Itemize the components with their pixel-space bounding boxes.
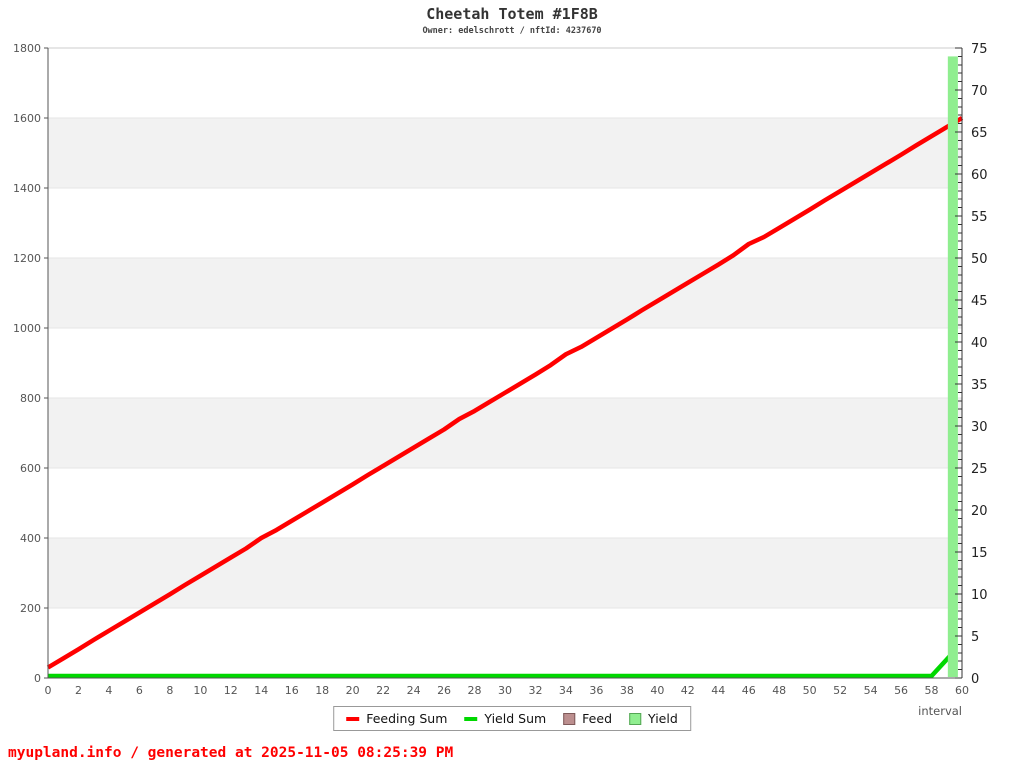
legend-label: Yield Sum (484, 711, 547, 726)
svg-text:5: 5 (971, 630, 979, 645)
legend: Feeding Sum Yield Sum Feed Yield (333, 706, 691, 731)
svg-text:42: 42 (681, 684, 695, 697)
yield-box-swatch-icon (629, 712, 642, 725)
x-axis-label: interval (918, 704, 962, 718)
svg-text:75: 75 (971, 42, 988, 57)
svg-text:56: 56 (894, 684, 908, 697)
svg-text:26: 26 (437, 684, 451, 697)
svg-text:58: 58 (925, 684, 939, 697)
footer-credit: myupland.info / generated at 2025-11-05 … (8, 745, 454, 761)
svg-text:40: 40 (650, 684, 664, 697)
svg-text:18: 18 (315, 684, 329, 697)
svg-text:50: 50 (803, 684, 817, 697)
feeding-sum-line-swatch-icon (346, 716, 360, 721)
svg-text:14: 14 (254, 684, 268, 697)
svg-text:0: 0 (971, 672, 979, 687)
legend-item-feeding-sum: Feeding Sum (346, 711, 447, 726)
svg-text:38: 38 (620, 684, 634, 697)
svg-text:22: 22 (376, 684, 390, 697)
svg-text:60: 60 (955, 684, 969, 697)
svg-text:54: 54 (864, 684, 878, 697)
svg-text:16: 16 (285, 684, 299, 697)
legend-item-yield-sum: Yield Sum (464, 711, 546, 726)
legend-label: Feeding Sum (366, 711, 448, 726)
page-title: Cheetah Totem #1F8B (426, 5, 598, 23)
legend-label: Yield (648, 711, 678, 726)
legend-item-yield: Yield (629, 711, 678, 726)
svg-text:32: 32 (528, 684, 542, 697)
svg-text:10: 10 (971, 588, 988, 603)
svg-text:10: 10 (193, 684, 207, 697)
svg-text:40: 40 (971, 336, 988, 351)
svg-text:70: 70 (971, 84, 988, 99)
svg-text:0: 0 (34, 672, 41, 685)
svg-text:8: 8 (166, 684, 173, 697)
legend-item-feed: Feed (563, 711, 612, 726)
svg-text:800: 800 (20, 392, 41, 405)
svg-text:45: 45 (971, 294, 988, 309)
svg-text:12: 12 (224, 684, 238, 697)
svg-text:55: 55 (971, 210, 988, 225)
svg-text:1000: 1000 (13, 322, 41, 335)
svg-text:35: 35 (971, 378, 988, 393)
svg-text:36: 36 (589, 684, 603, 697)
svg-text:1600: 1600 (13, 112, 41, 125)
svg-text:34: 34 (559, 684, 573, 697)
page-subtitle: Owner: edelschrott / nftId: 4237670 (422, 26, 602, 36)
svg-text:24: 24 (407, 684, 421, 697)
svg-text:20: 20 (346, 684, 360, 697)
svg-text:6: 6 (136, 684, 143, 697)
svg-text:1200: 1200 (13, 252, 41, 265)
svg-text:600: 600 (20, 462, 41, 475)
chart-canvas: 0200400600800100012001400160018000510152… (13, 42, 988, 697)
svg-text:4: 4 (105, 684, 112, 697)
svg-text:400: 400 (20, 532, 41, 545)
svg-text:52: 52 (833, 684, 847, 697)
svg-text:0: 0 (45, 684, 52, 697)
svg-text:46: 46 (742, 684, 756, 697)
svg-text:30: 30 (971, 420, 988, 435)
svg-text:1800: 1800 (13, 42, 41, 55)
svg-text:48: 48 (772, 684, 786, 697)
svg-text:20: 20 (971, 504, 988, 519)
yield-sum-line-swatch-icon (464, 716, 478, 721)
svg-text:30: 30 (498, 684, 512, 697)
svg-text:2: 2 (75, 684, 82, 697)
svg-text:200: 200 (20, 602, 41, 615)
legend-label: Feed (582, 711, 613, 726)
svg-text:44: 44 (711, 684, 725, 697)
feed-box-swatch-icon (563, 712, 576, 725)
svg-text:25: 25 (971, 462, 988, 477)
svg-text:50: 50 (971, 252, 988, 267)
svg-text:60: 60 (971, 168, 988, 183)
svg-text:65: 65 (971, 126, 988, 141)
svg-text:28: 28 (468, 684, 482, 697)
svg-text:1400: 1400 (13, 182, 41, 195)
svg-text:15: 15 (971, 546, 988, 561)
